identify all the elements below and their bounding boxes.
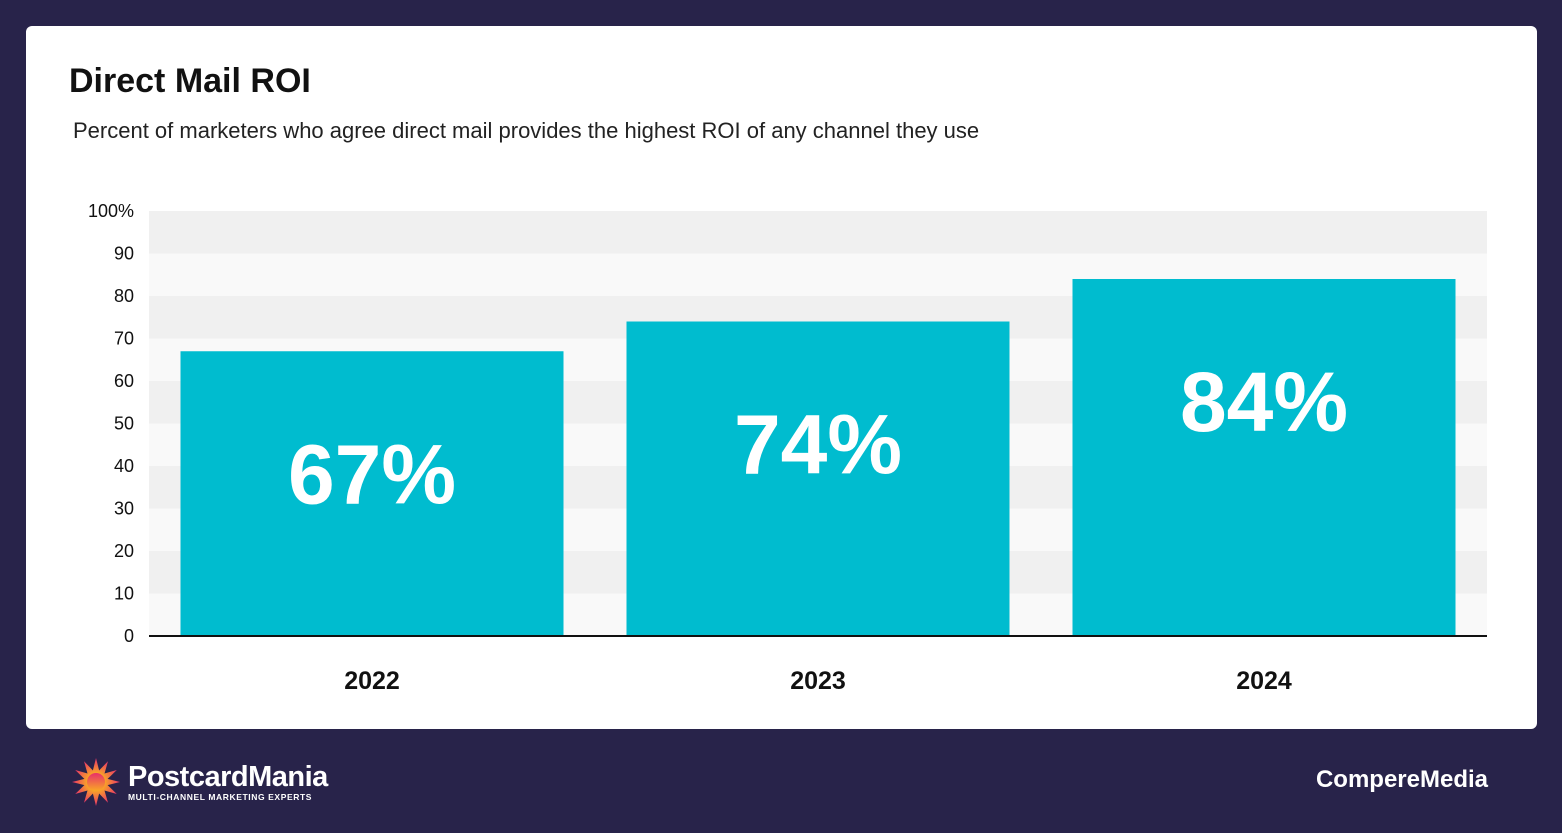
y-tick-label: 60 — [114, 371, 134, 391]
x-tick-label: 2023 — [790, 667, 846, 695]
grid-band — [149, 211, 1487, 254]
x-tick-label: 2024 — [1236, 667, 1292, 695]
y-tick-label: 10 — [114, 584, 134, 604]
x-tick-label: 2022 — [344, 667, 400, 695]
bar-2022 — [180, 351, 564, 636]
comperemedia-logo: CompereMedia — [1315, 766, 1488, 793]
starburst-logo-icon — [72, 758, 120, 806]
y-tick-label: 100% — [88, 201, 134, 221]
bar-2024 — [1072, 279, 1456, 636]
bar-2023 — [626, 321, 1010, 636]
y-tick-label: 30 — [114, 499, 134, 519]
chart-title: Direct Mail ROI — [69, 62, 311, 100]
data-label: 74% — [734, 398, 902, 492]
bars: 67% 74% 84% — [180, 279, 1456, 636]
x-axis-ticks: 2022 2023 2024 — [344, 667, 1292, 695]
y-tick-label: 40 — [114, 456, 134, 476]
logo-name: PostcardMania — [128, 761, 328, 793]
chart-subtitle: Percent of marketers who agree direct ma… — [73, 118, 980, 143]
y-axis-ticks: 0 10 20 30 40 50 60 70 80 90 100% — [88, 201, 134, 646]
data-label: 67% — [288, 427, 456, 521]
y-tick-label: 20 — [114, 541, 134, 561]
y-tick-label: 90 — [114, 244, 134, 264]
y-tick-label: 80 — [114, 286, 134, 306]
y-tick-label: 0 — [124, 626, 134, 646]
y-tick-label: 50 — [114, 414, 134, 434]
y-tick-label: 70 — [114, 329, 134, 349]
data-label: 84% — [1180, 355, 1348, 449]
logo-tagline: MULTI-CHANNEL MARKETING EXPERTS — [128, 792, 313, 802]
postcardmania-logo: PostcardMania MULTI-CHANNEL MARKETING EX… — [70, 757, 328, 807]
